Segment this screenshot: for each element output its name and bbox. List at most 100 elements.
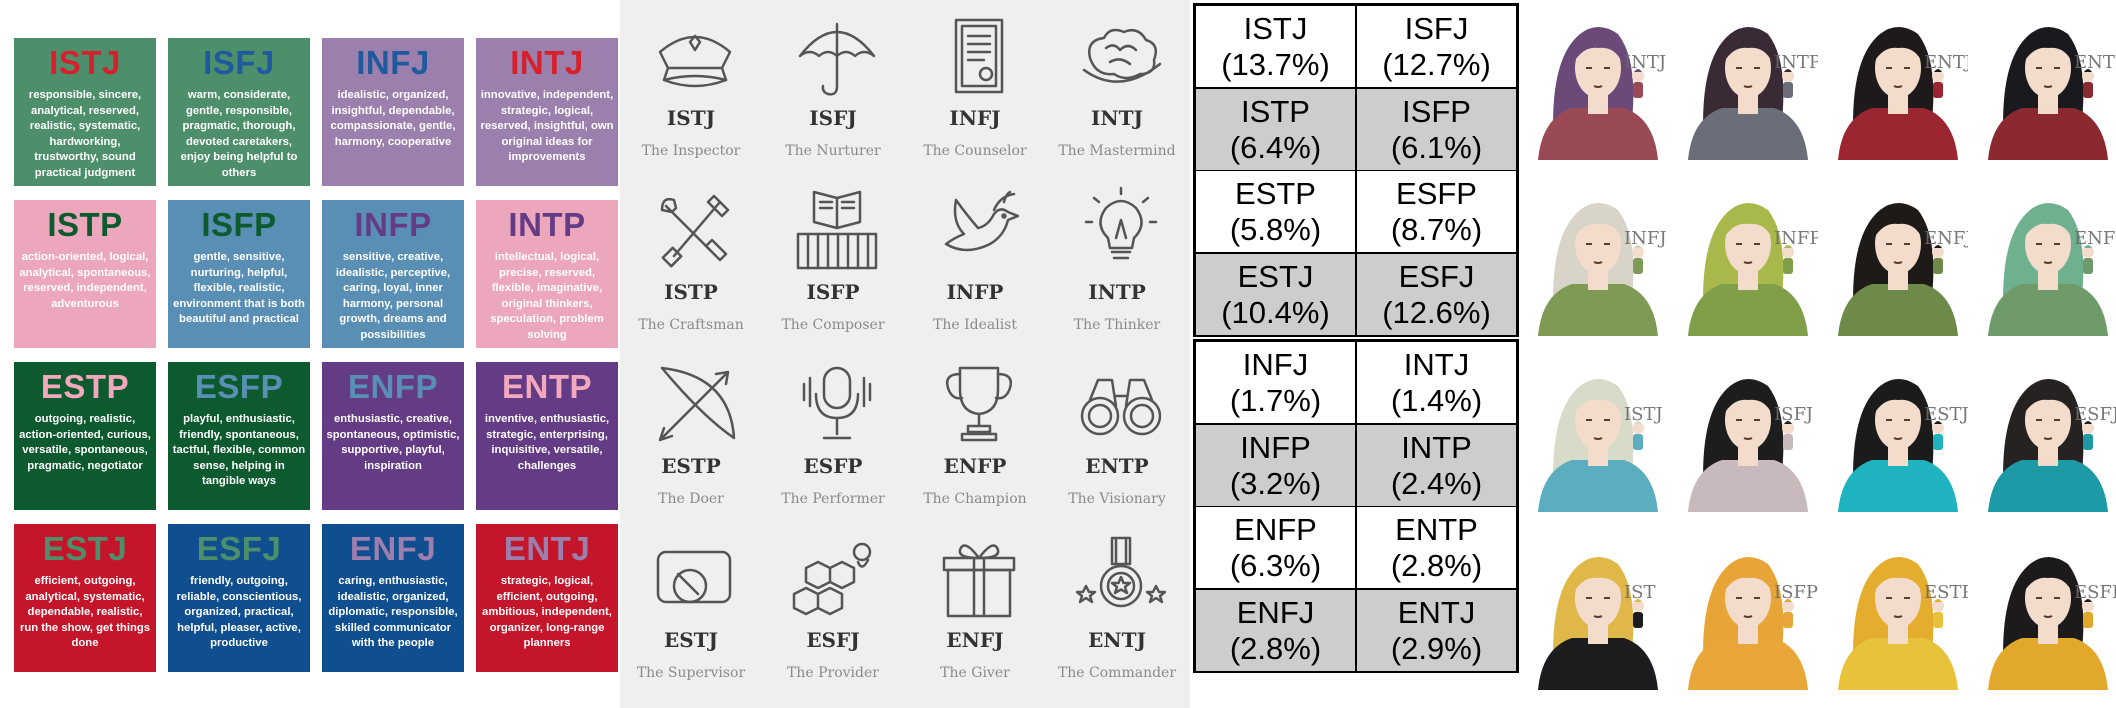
archetype-istp: ISTP The Craftsman (620, 174, 762, 348)
archetype-type: INFJ (949, 106, 1001, 130)
type-card-intp: INTP intellectual, logical, precise, rese… (476, 200, 618, 348)
portrait-type-label: ESTJ (1924, 404, 1968, 425)
portrait-entp: ENTP (1978, 0, 2116, 160)
type-card-description: friendly, outgoing, reliable, conscienti… (176, 575, 302, 650)
distribution-cell-esfj: ESFJ (12.6%) (1356, 252, 1517, 336)
lightbulb-icon (1084, 186, 1158, 260)
trophy-icon (946, 366, 1012, 442)
police-cap-icon (658, 34, 732, 88)
distribution-type: INFP (1240, 429, 1311, 465)
portrait-infj: INFJ (1528, 176, 1668, 336)
distribution-percent: (5.8%) (1229, 212, 1322, 247)
distribution-cell-intp: INTP (2.4%) (1356, 423, 1517, 507)
type-card-description: gentle, sensitive, nurturing, helpful, f… (173, 251, 305, 326)
archetype-type: ENTP (1085, 454, 1149, 478)
type-card-description: playful, enthusiastic, friendly, spontan… (172, 413, 306, 488)
type-card-title: ENTP (501, 368, 592, 405)
archetype-name: The Supervisor (636, 665, 746, 681)
portrait-illustration (1838, 379, 1958, 512)
portrait-type-label: ISTJ (1624, 404, 1663, 425)
distribution-type: ENTP (1395, 512, 1478, 547)
dove-icon (944, 190, 1020, 252)
type-card-title: ENFJ (349, 530, 437, 567)
type-card-title: ENFP (347, 368, 438, 405)
type-card-title: ISTJ (49, 44, 121, 81)
archetype-name: The Nurturer (785, 143, 881, 159)
portrait-illustration (1838, 557, 1958, 690)
archetype-type: ISFJ (809, 106, 857, 130)
distribution-cell-isfj: ISFJ (12.7%) (1356, 5, 1517, 88)
portrait-type-label: INFP (1774, 228, 1818, 249)
archetype-enfp: ENFP The Champion (904, 348, 1046, 522)
distribution-type: INTP (1401, 429, 1472, 465)
portrait-entj: ENTJ (1828, 0, 1968, 160)
distribution-type: INTJ (1403, 347, 1470, 382)
distribution-percent: (1.4%) (1390, 383, 1483, 418)
distribution-cell-estp: ESTP (5.8%) (1195, 170, 1356, 253)
portrait-intp: INTP (1678, 0, 1818, 160)
distribution-percent: (13.7%) (1221, 47, 1330, 82)
portrait-illustration (1988, 203, 2108, 336)
piano-icon (796, 190, 878, 270)
archetype-entp: ENTP The Visionary (1046, 348, 1188, 522)
distribution-percent: (6.3%) (1229, 548, 1322, 583)
archetype-type: ESFJ (806, 628, 860, 652)
portrait-type-label: ISFP (1774, 582, 1818, 603)
type-card-description: intellectual, logical, precise, reserved… (490, 251, 604, 341)
distribution-cell-istj: ISTJ (13.7%) (1195, 5, 1356, 88)
archetype-infp: INFP The Idealist (904, 174, 1046, 348)
portrait-isfp: ISFP (1678, 530, 1818, 690)
distribution-type: ENFP (1234, 512, 1317, 547)
portrait-enfj: ENFJ (1828, 176, 1968, 336)
type-card-entj: ENTJ strategic, logical, efficient, outgo… (476, 524, 618, 672)
archetype-name: The Giver (940, 665, 1010, 681)
type-card-description: responsible, sincere, analytical, reserv… (28, 89, 142, 179)
portrait-illustration (1538, 203, 1658, 336)
type-card-description: sensitive, creative, idealistic, percept… (335, 251, 451, 341)
portrait-esfj: ESFJ (1978, 352, 2116, 512)
distribution-percent: (8.7%) (1390, 212, 1483, 247)
distribution-type: ESTJ (1237, 258, 1314, 294)
distribution-cell-entj: ENTJ (2.9%) (1356, 588, 1517, 672)
portrait-type-label: INFJ (1624, 228, 1667, 249)
type-card-description: outgoing, realistic, action-oriented, cu… (19, 413, 151, 472)
archetype-estj: ESTJ The Supervisor (620, 522, 762, 696)
distribution-cell-estj: ESTJ (10.4%) (1195, 252, 1356, 336)
portrait-infp: INFP (1678, 176, 1818, 336)
archetype-name: The Doer (658, 491, 724, 507)
type-card-title: ESFJ (196, 530, 282, 567)
portrait-illustration (1988, 557, 2108, 690)
archetype-type: ESFP (803, 454, 863, 478)
distribution-cell-enfj: ENFJ (2.8%) (1195, 588, 1356, 672)
archetype-entj: ENTJ The Commander (1046, 522, 1188, 696)
portrait-type-label: IST (1624, 582, 1656, 603)
type-card-title: INTJ (510, 44, 584, 81)
type-card-description: innovative, independent, strategic, logi… (480, 89, 614, 164)
archetype-name: The Commander (1057, 665, 1177, 681)
portrait-enfp: ENFP (1978, 176, 2116, 336)
type-card-esfp: ESFP playful, enthusiastic, friendly, spo… (168, 362, 310, 510)
distribution-percent: (12.7%) (1382, 47, 1491, 82)
type-card-title: ISTP (47, 206, 123, 243)
archetype-name: The Composer (781, 317, 885, 333)
archetype-intp: INTP The Thinker (1046, 174, 1188, 348)
distribution-percent: (10.4%) (1221, 294, 1330, 330)
honeycomb-icon (792, 542, 872, 616)
archetype-name: The Provider (787, 665, 879, 681)
distribution-cell-infj: INFJ (1.7%) (1195, 341, 1356, 424)
archetype-type: INTJ (1091, 106, 1143, 130)
archetype-type: ENFJ (946, 628, 1004, 652)
type-card-title: INFJ (356, 44, 430, 81)
type-card-description: action-oriented, logical, analytical, sp… (19, 251, 151, 310)
distribution-type: ESTP (1235, 176, 1316, 211)
archetype-name: The Champion (923, 491, 1027, 507)
type-card-description: idealistic, organized, insightful, depen… (330, 89, 456, 148)
distribution-cell-intj: INTJ (1.4%) (1356, 341, 1517, 424)
type-card-description: warm, considerate, gentle, responsible, … (180, 89, 298, 179)
bow-arrow-icon (658, 366, 736, 442)
type-card-estp: ESTP outgoing, realistic, action-oriented… (14, 362, 156, 510)
umbrella-icon (798, 22, 876, 96)
portrait-estp: ESTP (1828, 530, 1968, 690)
type-card-description: enthusiastic, creative, spontaneous, opt… (326, 413, 460, 472)
distribution-type: ISFJ (1404, 11, 1469, 46)
